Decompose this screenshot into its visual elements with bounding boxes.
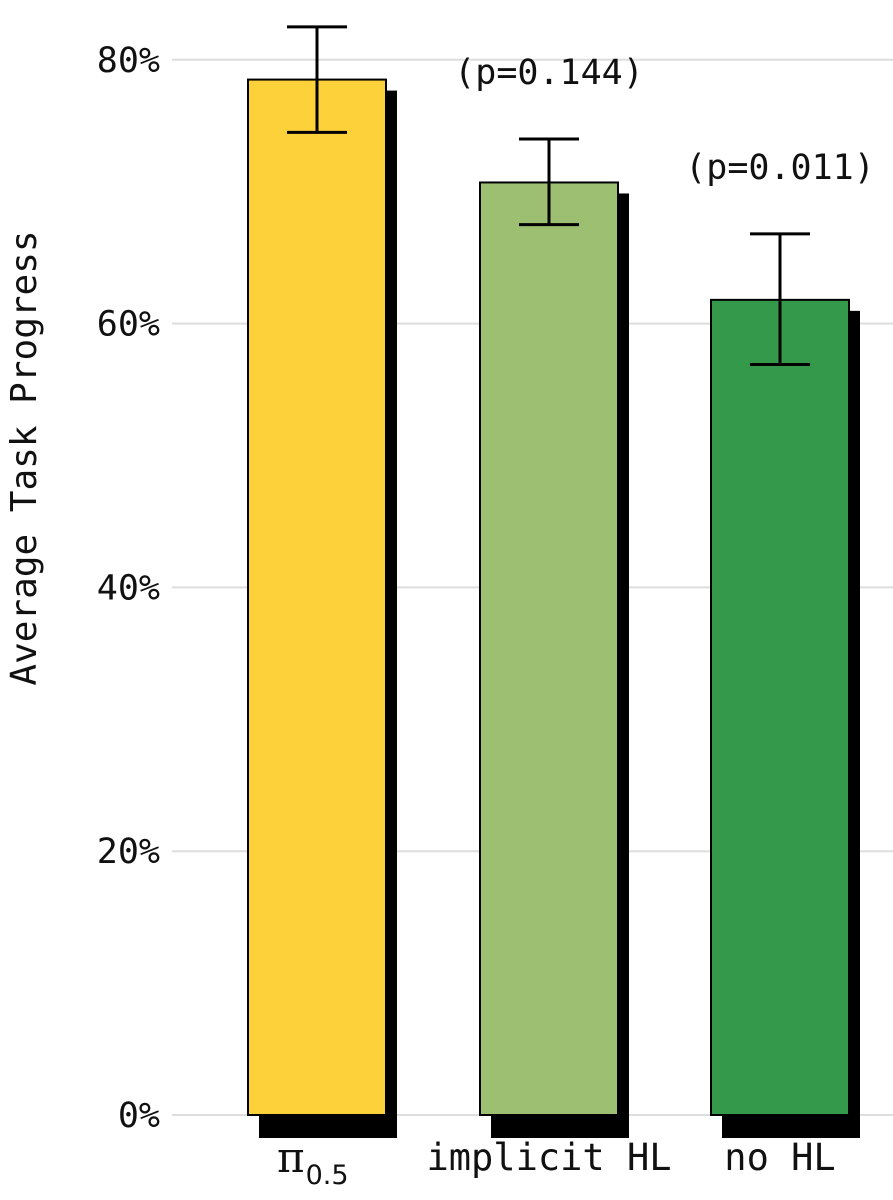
error-bars [287, 25, 810, 366]
y-axis-label: Average Task Progress [4, 230, 45, 685]
x-tick-label-no-hl: no HL [724, 1136, 835, 1179]
error-bar [750, 232, 810, 366]
y-tick-label: 80% [97, 41, 160, 81]
y-tick-label: 0% [118, 1096, 160, 1136]
x-axis-categories: π0.5 implicit HL no HL [277, 1133, 836, 1191]
bars [247, 78, 860, 1139]
y-tick-label: 40% [97, 568, 160, 608]
p-value-annotation: (p=0.011) [685, 148, 875, 188]
x-tick-label-pi05: π0.5 [277, 1133, 349, 1191]
error-bar [287, 25, 347, 134]
p-value-annotation: (p=0.144) [454, 53, 644, 93]
y-tick-label: 20% [97, 832, 160, 872]
x-tick-label-implicit-hl: implicit HL [426, 1136, 671, 1179]
y-tick-label: 60% [97, 305, 160, 345]
error-bar [519, 137, 579, 227]
bar [247, 78, 387, 1117]
bar [710, 298, 850, 1117]
bar [479, 181, 619, 1117]
annotations: (p=0.144) (p=0.011) [454, 53, 875, 188]
y-axis-ticks: 0% 20% 40% 60% 80% [97, 41, 160, 1136]
